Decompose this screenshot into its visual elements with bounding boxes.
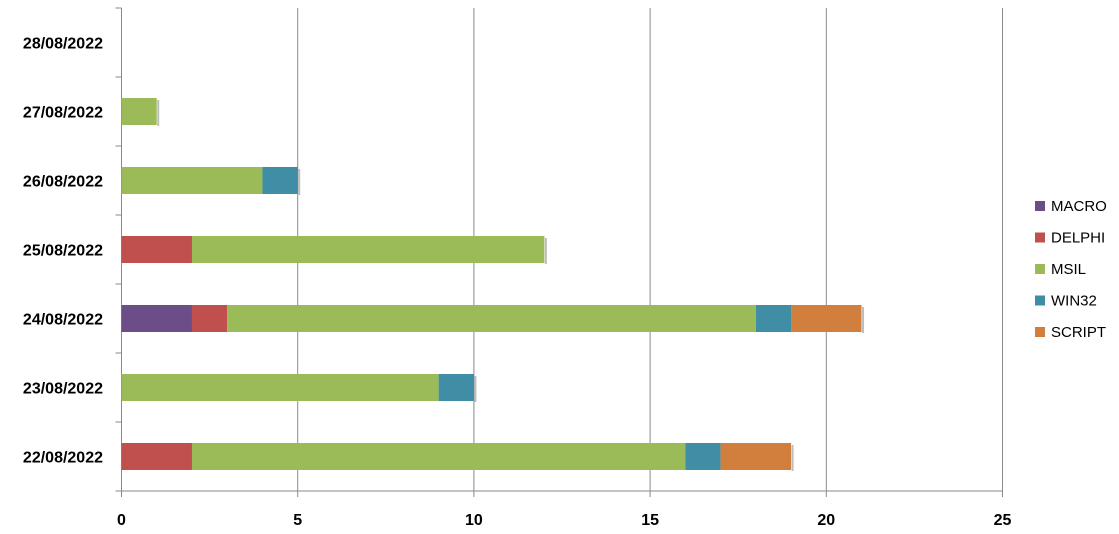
- x-tick-label: 5: [293, 512, 302, 529]
- bar-segment-macro: [121, 305, 192, 332]
- bar-segment-win32: [755, 305, 792, 332]
- x-tick-labels: 0 5 10 15 20 25: [117, 512, 1011, 529]
- legend-label-msil: MSIL: [1051, 261, 1086, 278]
- bar-segment-msil: [227, 305, 756, 332]
- bar-segment-msil: [121, 98, 157, 125]
- x-tick-label: 25: [994, 512, 1012, 529]
- bar-segment-msil: [191, 443, 686, 470]
- bar-segment-win32: [685, 443, 721, 470]
- legend-label-win32: WIN32: [1051, 293, 1097, 310]
- legend-swatch-msil: [1035, 264, 1045, 274]
- bar-segment-msil: [121, 374, 439, 401]
- x-tick-label: 10: [465, 512, 483, 529]
- x-tick-label: 20: [817, 512, 835, 529]
- category-labels: 28/08/2022 27/08/2022 26/08/2022 25/08/2022…: [23, 36, 103, 467]
- bar-segment-script: [791, 305, 862, 332]
- x-tick-label: 15: [641, 512, 659, 529]
- bars: [121, 98, 865, 471]
- legend-swatch-macro: [1035, 201, 1045, 211]
- bar-segment-delphi: [121, 236, 192, 263]
- bar-segment-delphi: [121, 443, 192, 470]
- x-tick-label: 0: [117, 512, 126, 529]
- bar-segment-delphi: [191, 305, 228, 332]
- gridlines: [297, 8, 1003, 491]
- category-label: 26/08/2022: [23, 174, 103, 191]
- legend-swatch-win32: [1035, 295, 1045, 306]
- legend-swatch-delphi: [1035, 232, 1045, 243]
- category-label: 28/08/2022: [23, 36, 103, 53]
- bar-segment-win32: [438, 374, 474, 401]
- legend-label-delphi: DELPHI: [1051, 230, 1105, 247]
- bar-segment-msil: [191, 236, 545, 263]
- bar-segment-msil: [121, 167, 263, 194]
- category-label: 27/08/2022: [23, 105, 103, 122]
- category-label: 23/08/2022: [23, 381, 103, 398]
- category-label: 24/08/2022: [23, 312, 103, 329]
- bar-segment-win32: [262, 167, 298, 194]
- legend-label-macro: MACRO: [1051, 198, 1107, 215]
- category-label: 25/08/2022: [23, 243, 103, 260]
- legend: MACRO DELPHI MSIL WIN32 SCRIPT: [1035, 198, 1107, 341]
- category-label: 22/08/2022: [23, 450, 103, 467]
- legend-swatch-script: [1035, 327, 1045, 337]
- legend-label-script: SCRIPT: [1051, 324, 1106, 341]
- bar-segment-script: [720, 443, 792, 470]
